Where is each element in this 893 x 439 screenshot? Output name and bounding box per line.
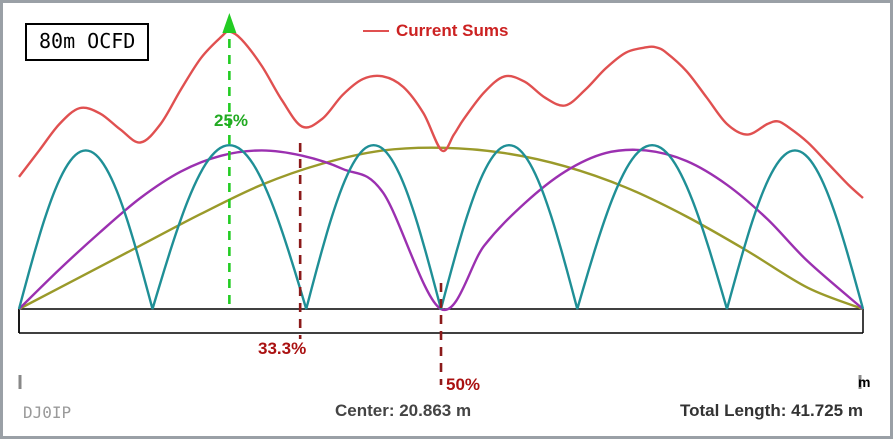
chart-canvas: 80m OCFD Current Sums 25% 33.3% 50% m Ce… — [3, 3, 890, 436]
curve-15m-teal — [17, 143, 865, 310]
chart-plot — [17, 13, 865, 389]
page-title: 80m OCFD — [25, 23, 150, 61]
axis-unit-label: m — [858, 374, 871, 390]
total-length-readout: Total Length: 41.725 m — [680, 401, 863, 420]
legend-label: Current Sums — [396, 21, 509, 40]
center-readout: Center: 20.863 m — [335, 401, 472, 420]
legend-line-icon — [363, 30, 389, 32]
watermark: DJ0IP — [23, 403, 72, 422]
annotation-333-percent: 33.3% — [258, 339, 307, 358]
marker-25 — [222, 13, 237, 309]
annotation-50-percent: 50% — [446, 375, 481, 394]
curve-80m-olive — [18, 146, 864, 311]
curve-current-sums — [18, 30, 864, 199]
annotation-25-percent: 25% — [214, 111, 249, 130]
